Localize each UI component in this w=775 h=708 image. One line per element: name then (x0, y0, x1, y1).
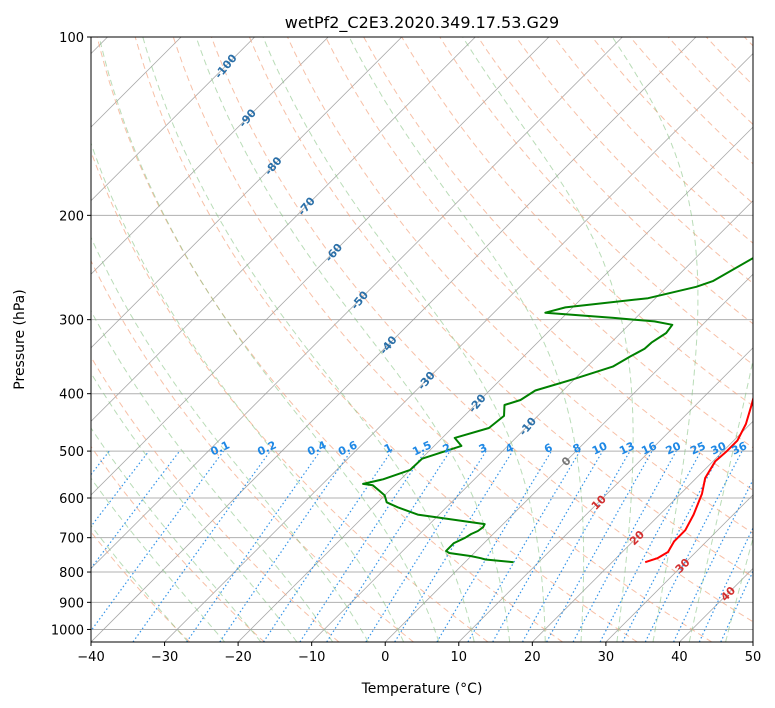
mixing-ratio-line (91, 450, 150, 528)
mixing-ratio-line (394, 450, 514, 642)
x-tick-label: −30 (151, 650, 178, 665)
mixing-ratio-line (132, 450, 271, 642)
moist-adiabat-line (725, 536, 753, 642)
mixing-ratio-label: 10 (590, 439, 610, 457)
isotherm-line (458, 347, 753, 642)
dry-adiabat-line (401, 37, 753, 407)
isotherm-line (532, 420, 753, 642)
mixing-ratio-line (436, 450, 553, 642)
y-tick-label: 600 (59, 492, 84, 507)
x-tick-label: 30 (598, 650, 615, 665)
mixing-ratio-label: 36 (730, 439, 750, 457)
x-tick-label: 20 (524, 650, 541, 665)
dry-adiabat-line (325, 37, 753, 491)
dewpoint-profile-line (362, 256, 753, 564)
moist-adiabat-line (262, 37, 546, 642)
moist-adiabat-line (91, 236, 369, 642)
moist-adiabat-line (762, 37, 775, 642)
moist-adiabat-line (91, 372, 298, 642)
isotherm-line (91, 37, 550, 496)
mixing-ratio-line (572, 450, 677, 642)
x-tick-label: 0 (381, 650, 389, 665)
moist-adiabat-line (91, 141, 405, 642)
mixing-ratio-label: 20 (664, 439, 684, 457)
mixing-ratio-line (546, 450, 653, 642)
isotherm-line (91, 37, 476, 422)
dry-adiabat-line (629, 37, 753, 165)
isotherm-line (237, 126, 753, 642)
plot-frame (90, 36, 754, 643)
x-axis-title: Temperature (°C) (361, 681, 483, 697)
moist-adiabat-line (462, 37, 634, 642)
isotherm-line (91, 37, 623, 570)
dry-adiabat-line (515, 37, 753, 284)
y-tick-label: 900 (59, 596, 84, 611)
moist-adiabat-line (91, 427, 262, 642)
mixing-ratio-line (673, 478, 753, 642)
y-axis-title: Pressure (hPa) (12, 289, 28, 389)
isotherm-line (91, 37, 403, 349)
y-tick-label: 300 (59, 314, 84, 329)
temperature-profile-line (644, 395, 753, 564)
moist-adiabat-line (98, 37, 440, 642)
mixing-ratio-line (521, 450, 631, 642)
isotherm-line (91, 37, 329, 275)
dry-adiabat-line (91, 445, 265, 642)
moist-adiabat-line (91, 477, 225, 642)
y-tick-label: 200 (59, 209, 84, 224)
plot-area (91, 37, 775, 642)
mixing-ratio-line (326, 450, 451, 642)
dry-adiabat-line (134, 37, 638, 642)
dry-adiabat-line (591, 37, 753, 205)
moist-adiabat-line (688, 357, 753, 642)
moist-adiabat-line (195, 37, 511, 642)
mixing-ratio-line (492, 450, 604, 642)
plot-background (91, 37, 753, 642)
dry-adiabat-line (172, 37, 713, 642)
moist-adiabat-line (348, 37, 585, 642)
mixing-ratio-line (698, 526, 753, 642)
mixing-ratio-line (219, 450, 352, 642)
dry-adiabat-line (477, 37, 753, 325)
isotherm-line (605, 494, 753, 642)
y-tick-label: 500 (59, 445, 84, 460)
isotherm-line (752, 641, 753, 642)
mixing-ratio-line (365, 450, 487, 642)
moist-adiabat-line (91, 524, 189, 642)
y-tick-label: 700 (59, 532, 84, 547)
moist-adiabat-line (142, 37, 475, 642)
mixing-ratio-line (467, 450, 581, 642)
x-tick-label: −40 (77, 650, 104, 665)
dry-adiabat-line (210, 37, 753, 623)
isotherm-line (91, 37, 255, 202)
x-tick-label: −10 (298, 650, 325, 665)
x-tick-label: −20 (224, 650, 251, 665)
x-tick-label: 40 (671, 650, 688, 665)
dry-adiabat-line (363, 37, 753, 449)
y-tick-label: 400 (59, 388, 84, 403)
y-tick-label: 1000 (51, 623, 84, 638)
x-tick-label: 10 (451, 650, 468, 665)
mixing-ratio-line (186, 450, 321, 642)
moist-adiabat-line (611, 37, 699, 642)
chart-title: wetPf2_C2E3.2020.349.17.53.G29 (285, 13, 559, 33)
mixing-ratio-label: 16 (639, 439, 659, 457)
y-tick-label: 100 (59, 31, 84, 46)
mixing-ratio-label: 30 (709, 439, 729, 457)
x-tick-label: 50 (745, 650, 762, 665)
y-tick-label: 800 (59, 566, 84, 581)
mixing-ratio-label: 13 (617, 439, 636, 457)
isotherm-line (384, 273, 753, 642)
isotherm-line (91, 37, 697, 642)
dry-adiabat-line (248, 37, 753, 578)
mixing-ratio-label: 25 (688, 439, 707, 457)
